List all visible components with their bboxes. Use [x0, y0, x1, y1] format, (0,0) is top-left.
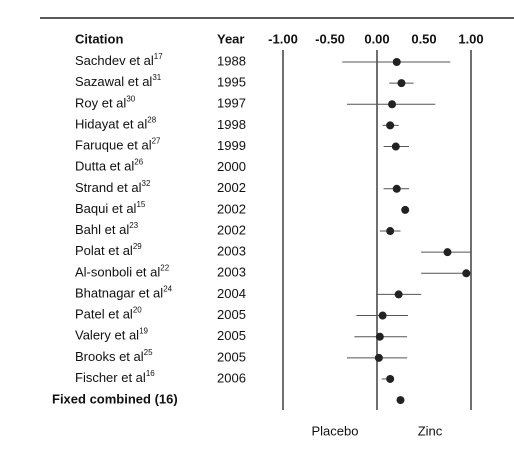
citation-ref: 23	[129, 221, 138, 230]
citation: Strand et al32	[75, 179, 151, 195]
citation-ref: 26	[134, 158, 143, 167]
x-tick-label: 0.50	[411, 31, 436, 46]
citation-name: Brooks et al	[75, 349, 144, 364]
citation-ref: 17	[154, 52, 163, 61]
year: 2005	[217, 328, 246, 343]
citation: Patel et al20	[75, 306, 142, 322]
year: 2000	[217, 159, 246, 174]
effect-point	[401, 205, 410, 214]
year-header: Year	[217, 31, 244, 46]
citation: Dutta et al26	[75, 158, 144, 174]
year: 2002	[217, 180, 246, 195]
effect-point	[391, 142, 400, 151]
citation: Sachdev et al17	[75, 52, 163, 68]
year: 1999	[217, 138, 246, 153]
citation-ref: 16	[146, 369, 155, 378]
year: 2003	[217, 265, 246, 280]
summary-label: Fixed combined (16)	[52, 392, 178, 407]
citation-name: Faruque et al	[75, 138, 152, 153]
citation-name: Roy et al	[75, 96, 126, 111]
favors-right: Zinc	[418, 423, 443, 438]
citation-name: Sachdev et al	[75, 53, 154, 68]
favors-left: Placebo	[312, 423, 359, 438]
citation-ref: 24	[163, 285, 172, 294]
x-tick-label: -0.50	[315, 31, 345, 46]
summary-point	[396, 396, 405, 405]
year: 1995	[217, 75, 246, 90]
year: 2005	[217, 307, 246, 322]
citation: Hidayat et al28	[75, 115, 157, 131]
citation-ref: 15	[136, 200, 145, 209]
year: 2002	[217, 222, 246, 237]
citation: Valery et al19	[75, 327, 149, 343]
year: 2003	[217, 244, 246, 259]
citation-ref: 19	[139, 327, 148, 336]
citation: Fischer et al16	[75, 369, 155, 385]
year: 1998	[217, 117, 246, 132]
citation-ref: 20	[133, 306, 142, 315]
citation: Sazawal et al31	[75, 73, 162, 89]
effect-point	[392, 184, 401, 193]
citation-ref: 25	[144, 348, 153, 357]
citation-name: Strand et al	[75, 180, 142, 195]
x-tick-label: -1.00	[268, 31, 298, 46]
year: 1997	[217, 96, 246, 111]
year: 2004	[217, 286, 246, 301]
citation-header: Citation	[75, 31, 123, 46]
citation-ref: 29	[133, 242, 142, 251]
citation-name: Patel et al	[75, 307, 133, 322]
citation: Al-sonboli et al22	[75, 263, 170, 279]
citation: Roy et al30	[75, 94, 136, 110]
effect-point	[378, 311, 387, 320]
effect-point	[388, 100, 397, 109]
effect-point	[386, 121, 395, 130]
effect-point	[375, 332, 384, 341]
effect-point	[386, 374, 395, 383]
citation: Polat et al29	[75, 242, 142, 258]
citation-name: Bahl et al	[75, 222, 129, 237]
citation-ref: 30	[126, 94, 135, 103]
citation: Brooks et al25	[75, 348, 153, 364]
citation-name: Valery et al	[75, 328, 139, 343]
citation-name: Sazawal et al	[75, 75, 152, 90]
citation-ref: 27	[152, 137, 161, 146]
citation: Bahl et al23	[75, 221, 139, 237]
citation-name: Polat et al	[75, 244, 133, 259]
year: 2005	[217, 349, 246, 364]
year: 2002	[217, 201, 246, 216]
year: 2006	[217, 370, 246, 385]
citation: Faruque et al27	[75, 137, 161, 153]
citation-ref: 22	[160, 263, 169, 272]
citation-name: Hidayat et al	[75, 117, 147, 132]
citation: Bhatnagar et al24	[75, 285, 173, 301]
citation-name: Fischer et al	[75, 370, 146, 385]
effect-point	[462, 269, 471, 278]
year: 1988	[217, 53, 246, 68]
effect-point	[392, 58, 401, 66]
effect-point	[394, 290, 403, 299]
citation-name: Baqui et al	[75, 201, 137, 216]
citation: Baqui et al15	[75, 200, 146, 216]
citation-name: Dutta et al	[75, 159, 134, 174]
citation-ref: 28	[147, 115, 156, 124]
citation-ref: 31	[152, 73, 161, 82]
x-tick-label: 0.00	[364, 31, 389, 46]
citation-name: Bhatnagar et al	[75, 286, 163, 301]
effect-point	[386, 227, 395, 236]
citation-name: Al-sonboli et al	[75, 265, 160, 280]
effect-point	[374, 353, 383, 362]
effect-point	[397, 79, 406, 88]
x-tick-label: 1.00	[458, 31, 483, 46]
citation-ref: 32	[142, 179, 151, 188]
effect-point	[443, 248, 452, 257]
